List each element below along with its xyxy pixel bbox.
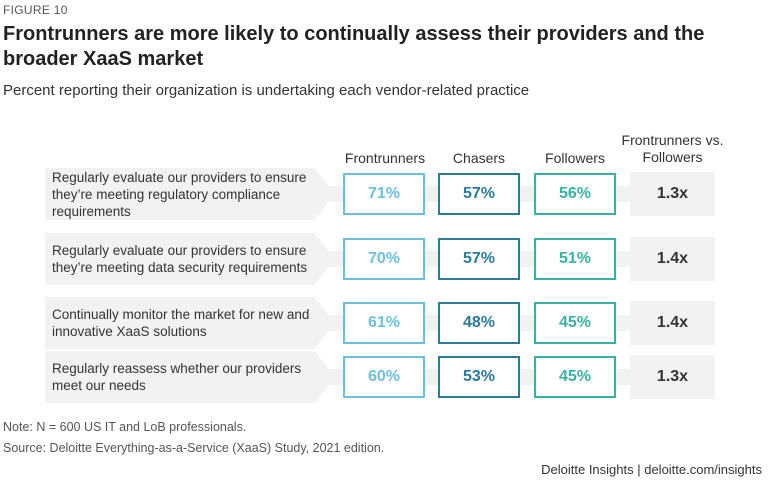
- note: Note: N = 600 US IT and LoB professional…: [3, 420, 247, 434]
- cell-chasers: 57%: [438, 238, 520, 280]
- row-label-band: [45, 168, 335, 220]
- cell-followers: 45%: [534, 302, 616, 344]
- row-label: Regularly evaluate our providers to ensu…: [52, 169, 307, 219]
- cell-chasers: 48%: [438, 302, 520, 344]
- row-label: Continually monitor the market for new a…: [52, 307, 310, 339]
- figure-label: FIGURE 10: [3, 3, 68, 17]
- row-label: Regularly reassess whether our providers…: [52, 361, 302, 393]
- row-connector: [330, 186, 715, 202]
- row-connector: [330, 369, 715, 385]
- column-header-ratio: Frontrunners vs. Followers: [621, 132, 724, 165]
- cell-ratio: 1.3x: [630, 172, 715, 216]
- source: Source: Deloitte Everything-as-a-Service…: [3, 441, 385, 455]
- row-label-band: [45, 351, 335, 403]
- chart-subtitle: Percent reporting their organization is …: [3, 82, 530, 99]
- row-label-band: [45, 233, 335, 285]
- cell-frontrunners: 61%: [343, 302, 425, 344]
- cell-followers: 45%: [534, 356, 616, 398]
- row-connector: [330, 251, 715, 267]
- row-connector: [330, 315, 715, 331]
- cell-ratio: 1.4x: [630, 301, 715, 345]
- cell-chasers: 57%: [438, 173, 520, 215]
- cell-frontrunners: 60%: [343, 356, 425, 398]
- brand-credit: Deloitte Insights | deloitte.com/insight…: [541, 462, 762, 477]
- cell-frontrunners: 71%: [343, 173, 425, 215]
- column-header-chasers: Chasers: [452, 150, 506, 166]
- column-header-followers: Followers: [545, 150, 605, 166]
- column-header-frontrunners: Frontrunners: [344, 150, 426, 166]
- cell-frontrunners: 70%: [343, 238, 425, 280]
- row-label-band: [45, 297, 335, 349]
- cell-followers: 51%: [534, 238, 616, 280]
- row-label: Regularly evaluate our providers to ensu…: [52, 243, 308, 275]
- cell-ratio: 1.4x: [630, 237, 715, 281]
- cell-ratio: 1.3x: [630, 355, 715, 399]
- chart-title: Frontrunners are more likely to continua…: [3, 23, 705, 70]
- cell-chasers: 53%: [438, 356, 520, 398]
- cell-followers: 56%: [534, 173, 616, 215]
